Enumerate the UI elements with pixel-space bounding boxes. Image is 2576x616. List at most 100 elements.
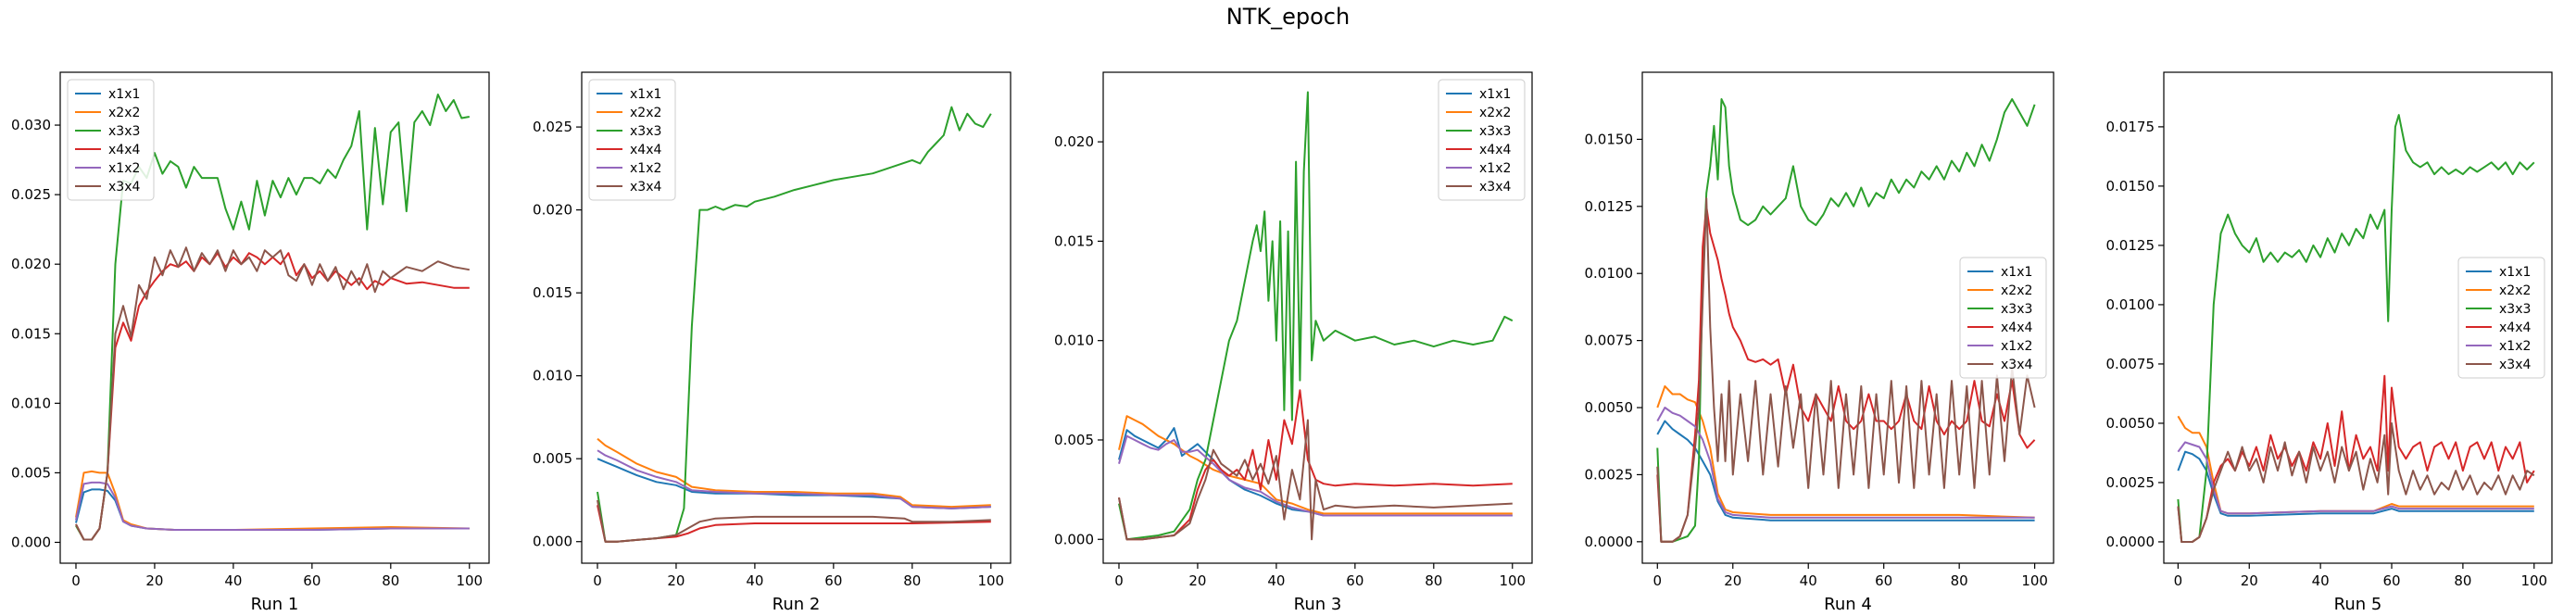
plot-frame: [2163, 71, 2553, 564]
legend-label-x1x2: x1x2: [1479, 161, 1511, 176]
series-group: [1656, 98, 2036, 543]
y-tick-label: 0.000: [533, 534, 572, 550]
x-tick-label: 100: [977, 572, 1004, 589]
x-tick-label: 0: [593, 572, 602, 589]
legend-label-x2x2: x2x2: [1479, 106, 1511, 120]
series-line-x1x2: [597, 449, 991, 509]
legend-label-x1x2: x1x2: [630, 161, 661, 176]
x-axis-label: Run 1: [251, 595, 299, 614]
x-tick-label: 80: [903, 572, 921, 589]
legend-box: [1438, 79, 1526, 201]
x-tick-label: 20: [667, 572, 685, 589]
x-tick-label: 20: [145, 572, 163, 589]
series-group: [1118, 91, 1514, 541]
plot-frame: [1102, 71, 1533, 564]
x-tick-label: 40: [746, 572, 763, 589]
legend-label-x1x1: x1x1: [1479, 87, 1511, 102]
legend-label-x4x4: x4x4: [1479, 143, 1511, 157]
y-tick-label: 0.025: [11, 186, 51, 203]
series-line-x1x2: [1118, 434, 1513, 517]
y-tick-label: 0.030: [11, 117, 51, 133]
series-line-x1x1: [1656, 420, 2035, 522]
figure-title: NTK_epoch: [1225, 4, 1351, 30]
x-tick-label: 20: [1188, 572, 1206, 589]
series-line-x2x2: [75, 470, 470, 531]
legend: x1x1 x2x2 x3x3 x4x4 x1x2 x3x4: [2457, 257, 2545, 379]
x-tick-label: 0: [2174, 572, 2183, 589]
y-tick-label: 0.0050: [2106, 415, 2155, 432]
legend-label-x3x3: x3x3: [2499, 302, 2531, 317]
y-tick-label: 0.0125: [2106, 237, 2155, 254]
x-tick-label: 40: [224, 572, 242, 589]
series-group: [597, 106, 992, 543]
y-tick-label: 0.005: [1054, 432, 1094, 448]
y-tick-label: 0.0100: [2106, 296, 2155, 313]
legend-label-x3x3: x3x3: [1479, 124, 1511, 139]
x-tick-label: 20: [2241, 572, 2258, 589]
y-tick-label: 0.0175: [2106, 119, 2155, 135]
legend-label-x3x4: x3x4: [108, 180, 140, 195]
x-tick-label: 60: [2382, 572, 2400, 589]
x-tick-label: 60: [1875, 572, 1892, 589]
legend-label-x1x1: x1x1: [630, 87, 661, 102]
y-tick-label: 0.020: [1054, 133, 1094, 150]
x-tick-label: 40: [1800, 572, 1817, 589]
y-tick-label: 0.015: [533, 284, 572, 301]
x-tick-label: 80: [1425, 572, 1442, 589]
series-line-x3x3: [2177, 114, 2535, 543]
series-line-x2x2: [1656, 384, 2035, 519]
y-tick-label: 0.025: [533, 119, 572, 135]
y-tick-label: 0.000: [1054, 531, 1094, 547]
legend-label-x3x3: x3x3: [630, 124, 661, 139]
y-tick-label: 0.010: [11, 395, 51, 411]
series-line-x4x4: [75, 252, 470, 541]
legend: x1x1 x2x2 x3x3 x4x4 x1x2 x3x4: [588, 79, 676, 201]
x-tick-label: 100: [2520, 572, 2547, 589]
x-axis-label: Run 4: [1824, 595, 1872, 614]
y-tick-label: 0.020: [11, 256, 51, 272]
legend: x1x1 x2x2 x3x3 x4x4 x1x2 x3x4: [1438, 79, 1526, 201]
y-tick-label: 0.000: [11, 534, 51, 550]
subplot-5: 0 20 40 60 80 100 0.0000 0.0025 0.0050 0.0075 0.01…: [2106, 71, 2553, 614]
y-tick-label: 0.0025: [2106, 474, 2155, 491]
x-tick-label: 20: [1724, 572, 1741, 589]
series-line-x3x4: [2177, 421, 2535, 543]
x-tick-label: 60: [1346, 572, 1363, 589]
series-line-x1x2: [1656, 407, 2035, 519]
y-tick-label: 0.0125: [1585, 198, 1634, 215]
legend-label-x1x1: x1x1: [2499, 265, 2531, 280]
series-line-x1x1: [2177, 450, 2534, 517]
y-tick-label: 0.015: [1054, 233, 1094, 249]
series-line-x3x4: [1118, 419, 1513, 541]
x-axis-label: Run 5: [2334, 595, 2382, 614]
subplot-4: 0 20 40 60 80 100 0.0000 0.0025 0.0050 0.0075 0.01…: [1585, 71, 2055, 614]
plot-frame: [59, 71, 490, 564]
legend-label-x4x4: x4x4: [630, 143, 661, 157]
y-tick-label: 0.010: [533, 368, 572, 384]
series-line-x3x3: [597, 106, 992, 543]
y-tick-label: 0.0050: [1585, 399, 1634, 416]
y-tick-label: 0.015: [11, 325, 51, 342]
series-group: [2177, 114, 2535, 543]
legend-label-x1x2: x1x2: [2001, 339, 2032, 354]
legend-label-x4x4: x4x4: [2499, 321, 2531, 335]
y-tick-label: 0.0075: [1585, 333, 1634, 349]
y-tick-label: 0.0150: [2106, 178, 2155, 195]
legend-label-x3x4: x3x4: [2001, 358, 2032, 372]
series-line-x3x3: [1118, 91, 1514, 541]
legend-label-x3x3: x3x3: [2001, 302, 2032, 317]
legend-box: [1959, 257, 2047, 379]
x-axis-label: Run 2: [773, 595, 821, 614]
x-tick-label: 60: [303, 572, 320, 589]
series-line-x4x4: [1118, 389, 1513, 541]
series-line-x3x3: [1656, 98, 2036, 543]
x-tick-label: 100: [1499, 572, 1526, 589]
legend-box: [2457, 257, 2545, 379]
legend-label-x1x1: x1x1: [108, 87, 140, 102]
y-tick-label: 0.005: [533, 450, 572, 467]
y-tick-label: 0.0075: [2106, 356, 2155, 372]
series-line-x2x2: [597, 437, 991, 509]
legend-label-x1x2: x1x2: [2499, 339, 2531, 354]
x-tick-label: 100: [2021, 572, 2048, 589]
